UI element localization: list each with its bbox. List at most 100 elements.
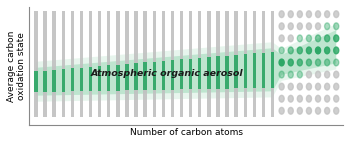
Bar <box>180 59 183 89</box>
Circle shape <box>279 47 284 54</box>
Bar <box>52 70 56 92</box>
Polygon shape <box>36 30 336 96</box>
Circle shape <box>334 35 339 42</box>
Bar <box>80 68 83 91</box>
Y-axis label: Average carbon
oxidation state: Average carbon oxidation state <box>7 30 26 102</box>
Circle shape <box>324 47 330 54</box>
Bar <box>253 11 256 117</box>
Circle shape <box>315 95 321 102</box>
Circle shape <box>297 23 302 30</box>
Bar <box>225 11 229 117</box>
Bar <box>262 53 265 88</box>
Circle shape <box>324 23 330 30</box>
Circle shape <box>297 35 302 42</box>
Circle shape <box>324 83 330 90</box>
Circle shape <box>315 59 321 66</box>
Bar <box>216 11 220 117</box>
Circle shape <box>279 71 284 78</box>
Circle shape <box>334 59 339 66</box>
Circle shape <box>288 47 293 54</box>
Bar <box>107 11 111 117</box>
Circle shape <box>334 47 339 54</box>
Circle shape <box>288 95 293 102</box>
Bar <box>189 11 192 117</box>
Circle shape <box>297 59 302 66</box>
Circle shape <box>279 11 284 18</box>
Bar <box>234 55 238 88</box>
Bar <box>52 11 56 117</box>
Bar <box>125 11 129 117</box>
Bar <box>162 61 165 90</box>
Circle shape <box>288 71 293 78</box>
Circle shape <box>279 23 284 30</box>
Bar <box>207 11 211 117</box>
Bar <box>180 11 183 117</box>
Bar <box>80 11 83 117</box>
Circle shape <box>279 35 284 42</box>
Circle shape <box>306 59 312 66</box>
Circle shape <box>324 59 330 66</box>
Circle shape <box>315 35 321 42</box>
Bar <box>244 54 247 88</box>
Circle shape <box>297 95 302 102</box>
Circle shape <box>279 83 284 90</box>
Circle shape <box>315 83 321 90</box>
Bar <box>144 11 147 117</box>
Bar <box>198 58 202 89</box>
Polygon shape <box>36 24 336 102</box>
X-axis label: Number of carbon atoms: Number of carbon atoms <box>130 128 243 137</box>
Circle shape <box>288 83 293 90</box>
Bar <box>89 67 92 91</box>
Bar <box>189 59 192 89</box>
Circle shape <box>315 47 321 54</box>
Bar <box>34 71 38 92</box>
Bar <box>43 71 47 92</box>
Bar <box>225 56 229 89</box>
Circle shape <box>297 47 302 54</box>
Bar <box>71 68 74 91</box>
Bar <box>34 11 38 117</box>
Circle shape <box>288 35 293 42</box>
Bar <box>153 11 156 117</box>
Bar <box>107 65 111 91</box>
Bar <box>271 52 274 88</box>
Bar <box>43 11 47 117</box>
Bar <box>162 11 165 117</box>
Circle shape <box>288 23 293 30</box>
Circle shape <box>334 107 339 114</box>
Bar <box>144 62 147 90</box>
Circle shape <box>334 71 339 78</box>
Bar <box>98 11 102 117</box>
Bar <box>171 11 174 117</box>
Circle shape <box>334 95 339 102</box>
Bar <box>134 11 138 117</box>
Bar <box>216 56 220 89</box>
Bar <box>271 11 274 117</box>
Circle shape <box>306 95 312 102</box>
Circle shape <box>288 107 293 114</box>
Text: Atmospheric organic aerosol: Atmospheric organic aerosol <box>90 69 243 78</box>
Bar <box>153 62 156 90</box>
Circle shape <box>315 11 321 18</box>
Circle shape <box>279 107 284 114</box>
Circle shape <box>279 95 284 102</box>
Circle shape <box>334 23 339 30</box>
Circle shape <box>324 107 330 114</box>
Circle shape <box>306 83 312 90</box>
Bar <box>98 66 102 91</box>
Circle shape <box>306 35 312 42</box>
Bar <box>234 11 238 117</box>
Circle shape <box>324 71 330 78</box>
Circle shape <box>324 95 330 102</box>
Circle shape <box>315 23 321 30</box>
Bar <box>116 65 120 91</box>
Bar <box>125 64 129 90</box>
Circle shape <box>324 35 330 42</box>
Bar <box>62 69 65 92</box>
Bar <box>244 11 247 117</box>
Bar <box>207 57 211 89</box>
Bar <box>171 60 174 90</box>
Circle shape <box>297 11 302 18</box>
Bar <box>116 11 120 117</box>
Circle shape <box>306 107 312 114</box>
